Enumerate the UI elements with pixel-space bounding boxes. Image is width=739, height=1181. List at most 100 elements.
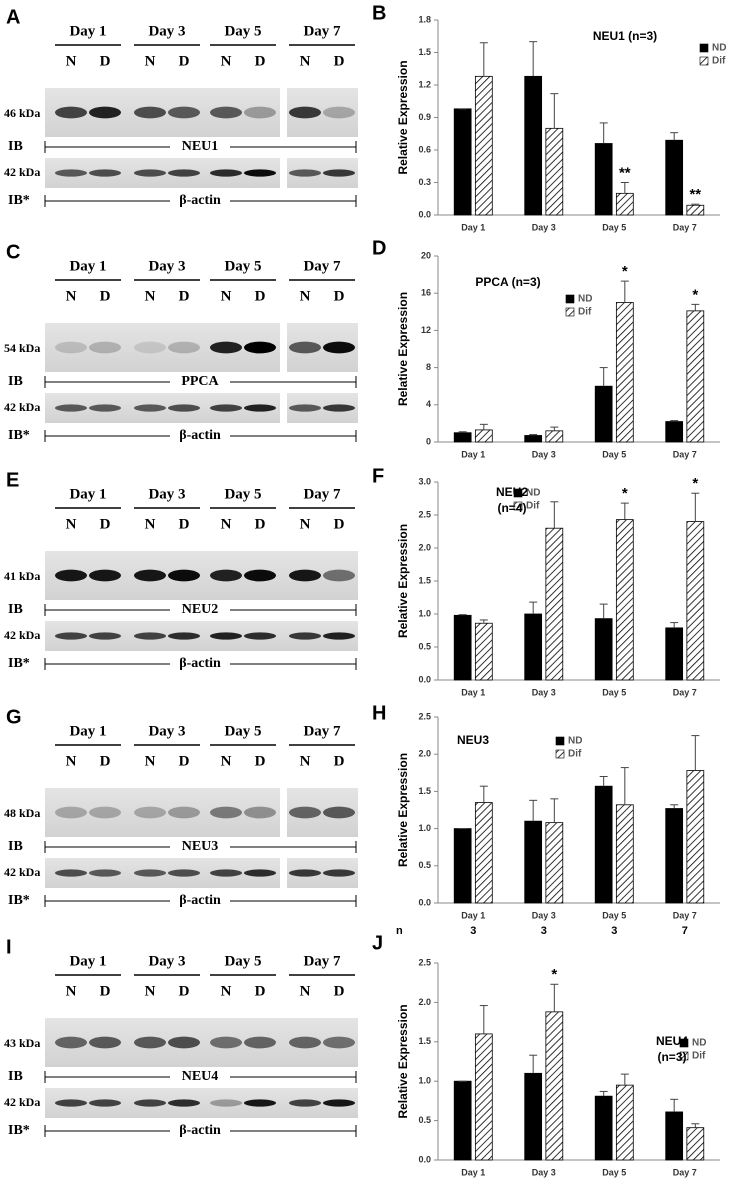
lane-label: D [100, 288, 111, 304]
n-value: 7 [682, 925, 688, 937]
band [244, 869, 276, 877]
band [168, 806, 200, 819]
lane-label: N [300, 983, 311, 999]
band [89, 632, 121, 640]
ib-protein: NEU2 [182, 602, 219, 617]
band [89, 106, 121, 119]
kda-label: 42 kDa [4, 865, 40, 879]
lane-label: N [66, 288, 77, 304]
lane-label: D [334, 53, 345, 69]
bar [474, 75, 493, 216]
legend-swatch [513, 501, 523, 511]
legend-swatch [513, 488, 523, 498]
significance: * [692, 475, 698, 492]
significance: ** [619, 164, 631, 181]
bar [615, 302, 634, 443]
day-label: Day 5 [224, 23, 261, 39]
x-tick-label: Day 1 [461, 222, 485, 232]
band [323, 869, 355, 877]
legend-label: ND [526, 488, 540, 499]
band [323, 106, 355, 119]
band [289, 806, 321, 819]
ib-label: IB* [8, 193, 30, 208]
chart-title: NEU3 [457, 733, 489, 747]
band [168, 341, 200, 354]
band [55, 569, 87, 582]
lane-label: N [145, 983, 156, 999]
bar [594, 1095, 613, 1161]
kda-label: 42 kDa [4, 165, 40, 179]
x-tick-label: Day 7 [673, 449, 697, 459]
day-label: Day 7 [303, 23, 341, 39]
legend-label: ND [712, 43, 726, 54]
band [55, 1099, 87, 1107]
y-tick-label: 0.0 [418, 674, 431, 684]
bar [686, 1127, 705, 1161]
bar [524, 613, 543, 681]
ib-label-bg [170, 839, 230, 855]
ib-label-bg [170, 1069, 230, 1085]
x-tick-label: Day 5 [602, 449, 626, 459]
bar [524, 435, 543, 443]
panel-letter: H [372, 702, 386, 724]
band [289, 1036, 321, 1049]
legend-swatch [699, 43, 709, 53]
bar [474, 1033, 493, 1161]
y-tick-label: 0.9 [418, 112, 431, 122]
ib-label: IB* [8, 1123, 30, 1138]
bar [453, 432, 472, 443]
bar [453, 828, 472, 904]
y-axis-label: Relative Expression [396, 292, 410, 406]
bar [665, 139, 684, 216]
kda-label: 42 kDa [4, 1095, 40, 1109]
y-tick-label: 0.3 [418, 177, 431, 187]
bar [474, 622, 493, 681]
band [323, 169, 355, 177]
bar [665, 808, 684, 904]
lane-label: N [145, 53, 156, 69]
band [55, 169, 87, 177]
panel-letter: F [372, 465, 384, 487]
band [134, 106, 166, 119]
x-tick-label: Day 7 [673, 1167, 697, 1177]
y-axis-label: Relative Expression [396, 753, 410, 867]
y-tick-label: 0.6 [418, 144, 431, 154]
bar [615, 192, 634, 216]
y-tick-label: 1.2 [418, 79, 431, 89]
bar [524, 820, 543, 904]
ib-label-bg [170, 1123, 230, 1139]
ib-label: IB [8, 602, 23, 617]
bar [615, 1084, 634, 1161]
x-tick-label: Day 5 [602, 687, 626, 697]
band [55, 869, 87, 877]
band [89, 569, 121, 582]
ib-protein: NEU4 [182, 1069, 219, 1084]
legend-swatch [679, 1038, 689, 1048]
day-label: Day 7 [303, 258, 341, 274]
y-tick-label: 0.5 [418, 641, 431, 651]
day-label: Day 7 [303, 486, 341, 502]
day-label: Day 3 [148, 23, 185, 39]
y-tick-label: 3.0 [418, 476, 431, 486]
y-axis-label: Relative Expression [396, 524, 410, 638]
ib-label: IB* [8, 428, 30, 443]
y-tick-label: 1.5 [418, 786, 431, 796]
band [55, 341, 87, 354]
lane-label: N [221, 516, 232, 532]
chart-title: NEU4 [656, 1034, 688, 1048]
band [289, 869, 321, 877]
bar [686, 204, 705, 216]
bar [545, 430, 564, 443]
band [210, 106, 242, 119]
band [55, 404, 87, 412]
band [89, 169, 121, 177]
x-tick-label: Day 3 [532, 222, 556, 232]
x-tick-label: Day 1 [461, 449, 485, 459]
lane-label: N [145, 288, 156, 304]
lane-label: N [300, 753, 311, 769]
ib-protein: β-actin [179, 428, 221, 443]
legend-label: ND [578, 294, 592, 305]
panel-letter: G [6, 706, 22, 728]
day-label: Day 7 [303, 953, 341, 969]
band [244, 806, 276, 819]
